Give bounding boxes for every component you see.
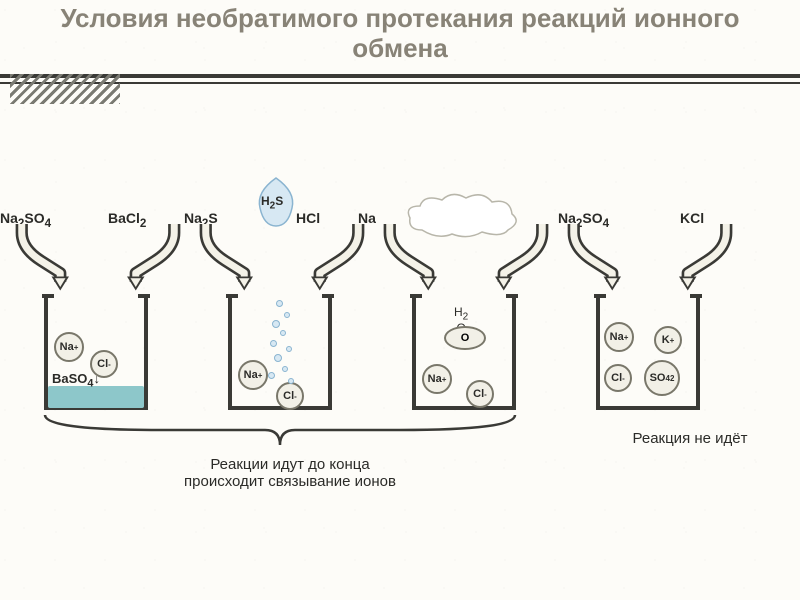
- ion: Na+: [604, 322, 634, 352]
- ion: Cl-: [466, 380, 494, 408]
- inlet-pipe: [12, 224, 84, 294]
- beaker: BaSO4↓ Na+Cl-: [40, 290, 152, 416]
- inlet-pipe: [564, 224, 636, 294]
- gas-label: H2S: [261, 194, 283, 211]
- vapor-cloud-icon: [402, 190, 522, 240]
- ion: Na+: [54, 332, 84, 362]
- hatch-block: [10, 74, 120, 104]
- precipitate-label: BaSO4↓: [52, 371, 100, 390]
- caption-no-reaction: Реакция не идёт: [590, 430, 790, 447]
- inlet-pipe: [296, 224, 368, 294]
- rule-thick: [0, 74, 800, 78]
- ion: Cl-: [604, 364, 632, 392]
- beaker: Na+Cl-: [224, 290, 336, 416]
- gas-bubbles: [224, 290, 336, 416]
- rule-thin: [0, 82, 800, 84]
- ion: Na+: [422, 364, 452, 394]
- slide-title: Условия необратимого протекания реакций …: [0, 0, 800, 74]
- ion: K+: [654, 326, 682, 354]
- divider-rules: [0, 74, 800, 88]
- oxygen-oval: O: [444, 326, 486, 350]
- inlet-pipe: [664, 224, 736, 294]
- beaker: Na+Cl-H2OO: [408, 290, 520, 416]
- beaker: Na+ K+ Cl- SO42: [592, 290, 704, 416]
- gas-droplet-icon: H2S: [252, 174, 300, 230]
- inlet-pipe: [112, 224, 184, 294]
- caption-reactions-go: Реакции идут до концапроисходит связыван…: [130, 456, 450, 490]
- ion: SO42: [644, 360, 680, 396]
- ion: Cl-: [90, 350, 118, 378]
- curly-brace: [40, 410, 520, 450]
- inlet-pipe: [196, 224, 268, 294]
